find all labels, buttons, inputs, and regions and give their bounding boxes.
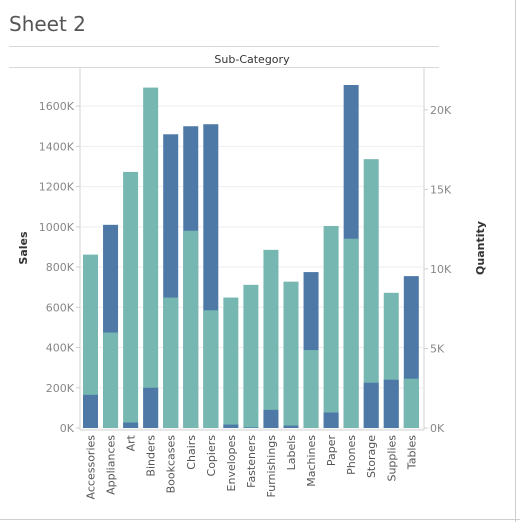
quantity-bar[interactable]: [103, 332, 119, 428]
sales-bar[interactable]: [243, 427, 259, 428]
x-tick-label: Storage: [365, 435, 378, 478]
quantity-bar[interactable]: [183, 230, 199, 428]
y-tick-label: 1200K: [39, 181, 75, 194]
y-tick-label: 0K: [60, 422, 75, 435]
x-tick-label: Chairs: [185, 435, 198, 470]
sales-bar[interactable]: [143, 387, 159, 428]
x-tick-label: Envelopes: [225, 435, 238, 492]
sales-bar[interactable]: [83, 394, 98, 428]
sales-bar[interactable]: [363, 382, 379, 428]
quantity-bar[interactable]: [323, 225, 339, 428]
quantity-bar[interactable]: [263, 249, 279, 428]
x-tick-label: Copiers: [205, 435, 218, 477]
quantity-bar[interactable]: [363, 159, 379, 428]
x-tick-label: Phones: [345, 435, 358, 475]
quantity-bar[interactable]: [243, 284, 259, 428]
quantity-bar[interactable]: [123, 171, 139, 428]
x-tick-label: Furnishings: [265, 435, 278, 498]
x-tick-label: Art: [125, 434, 138, 451]
y-tick-label: 200K: [46, 382, 75, 395]
y2-tick-label: 0K: [430, 422, 445, 435]
y2-tick-label: 10K: [430, 263, 452, 276]
x-tick-label: Appliances: [105, 435, 118, 495]
quantity-bar[interactable]: [223, 297, 239, 428]
quantity-bar[interactable]: [163, 297, 179, 428]
y-tick-label: 1600K: [39, 100, 75, 113]
y2-tick-label: 5K: [430, 342, 445, 355]
y2-tick-label: 20K: [430, 104, 452, 117]
quantity-bar[interactable]: [83, 254, 98, 428]
window-bottom-border: [0, 519, 520, 520]
sales-bar[interactable]: [123, 422, 139, 428]
x-tick-label: Paper: [325, 435, 338, 467]
header-top-divider: [9, 46, 439, 47]
sales-bar[interactable]: [263, 409, 279, 428]
quantity-bar[interactable]: [303, 350, 319, 428]
x-tick-label: Accessories: [85, 435, 98, 500]
quantity-bar[interactable]: [403, 378, 419, 428]
quantity-bar[interactable]: [343, 238, 359, 428]
x-tick-label: Supplies: [385, 435, 398, 482]
y-tick-label: 600K: [46, 301, 75, 314]
y2-axis-label: Quantity: [474, 221, 487, 275]
quantity-bar[interactable]: [203, 310, 219, 428]
quantity-bar[interactable]: [283, 281, 299, 428]
header-bottom-divider: [9, 67, 439, 68]
x-tick-label: Machines: [305, 435, 318, 487]
y2-tick-label: 15K: [430, 183, 452, 196]
y-tick-label: 1400K: [39, 140, 75, 153]
x-tick-label: Bookcases: [165, 435, 178, 494]
y-axis-label: Sales: [17, 231, 30, 265]
x-tick-label: Tables: [405, 435, 418, 470]
y-tick-label: 400K: [46, 342, 75, 355]
x-tick-label: Fasteners: [245, 435, 258, 488]
sales-bar[interactable]: [383, 379, 399, 428]
chart-header: Sub-Category: [214, 53, 290, 66]
sales-bar[interactable]: [223, 424, 239, 428]
sheet-title: Sheet 2: [9, 12, 86, 36]
y-tick-label: 1000K: [39, 221, 75, 234]
y-tick-label: 800K: [46, 261, 75, 274]
x-tick-label: Binders: [145, 435, 158, 477]
x-tick-label: Labels: [285, 435, 298, 471]
window-right-border: [515, 0, 516, 522]
sales-bar[interactable]: [283, 425, 299, 428]
sales-bar[interactable]: [323, 412, 339, 428]
quantity-bar[interactable]: [143, 87, 159, 428]
